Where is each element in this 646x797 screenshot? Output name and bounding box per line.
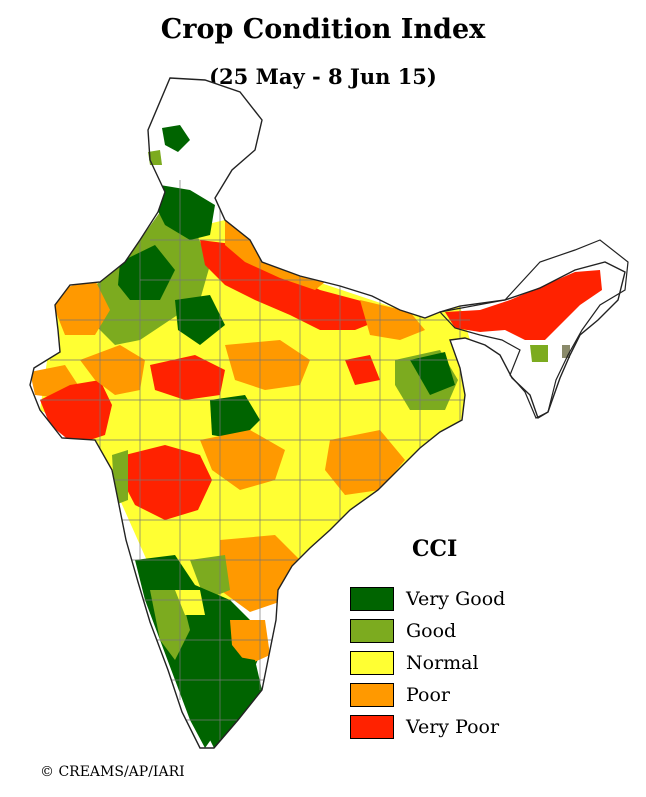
legend-label-good: Good <box>406 620 457 642</box>
region-verypoor-gujarat <box>40 380 112 445</box>
region-verypoor-maharashtra <box>122 445 212 520</box>
legend-swatch-good <box>350 619 394 643</box>
legend-label-normal: Normal <box>406 652 479 674</box>
legend-item-very-poor: Very Poor <box>350 714 499 740</box>
legend-item-normal: Normal <box>350 650 479 676</box>
region-verygood-bengal <box>410 352 455 395</box>
region-verygood-mp <box>210 395 260 440</box>
region-good-maharashtra <box>112 450 128 505</box>
legend-item-poor: Poor <box>350 682 450 708</box>
legend-label-very-good: Very Good <box>406 588 506 610</box>
region-good-meghalaya <box>530 345 548 362</box>
map-credit: © CREAMS/AP/IARI <box>40 764 185 780</box>
legend-title: CCI <box>412 536 458 562</box>
region-verygood-tamilnadu <box>200 650 262 748</box>
region-poor-odisha <box>325 430 405 495</box>
legend-swatch-normal <box>350 651 394 675</box>
region-verypoor-up <box>200 240 380 330</box>
india-outline <box>29 77 626 749</box>
legend-label-poor: Poor <box>406 684 450 706</box>
region-poor-kutch <box>55 280 110 335</box>
region-verygood-north <box>155 185 215 240</box>
region-yellow-ghat <box>175 590 205 615</box>
region-verypoor-mp <box>150 355 225 400</box>
region-verypoor-assam <box>445 270 602 340</box>
region-good-kashmir <box>148 150 162 165</box>
region-verypoor-bengal <box>345 355 380 385</box>
region-poor-gujarat-east <box>80 345 145 395</box>
legend-item-good: Good <box>350 618 456 644</box>
northeast-outline <box>438 239 629 419</box>
legend-swatch-poor <box>350 683 394 707</box>
legend-label-very-poor: Very Poor <box>406 716 500 738</box>
legend-swatch-very-good <box>350 587 394 611</box>
map-title: Crop Condition Index <box>160 14 486 45</box>
legend-swatch-very-poor <box>350 715 394 739</box>
legend-item-very-good: Very Good <box>350 586 505 612</box>
region-poor-mp <box>225 340 310 390</box>
map-subtitle: (25 May - 8 Jun 15) <box>209 64 437 89</box>
region-verygood-kashmir <box>162 125 190 152</box>
district-boundaries <box>40 180 470 740</box>
region-poor-maharashtra <box>200 430 285 490</box>
region-verygood-rajasthan <box>118 245 175 300</box>
